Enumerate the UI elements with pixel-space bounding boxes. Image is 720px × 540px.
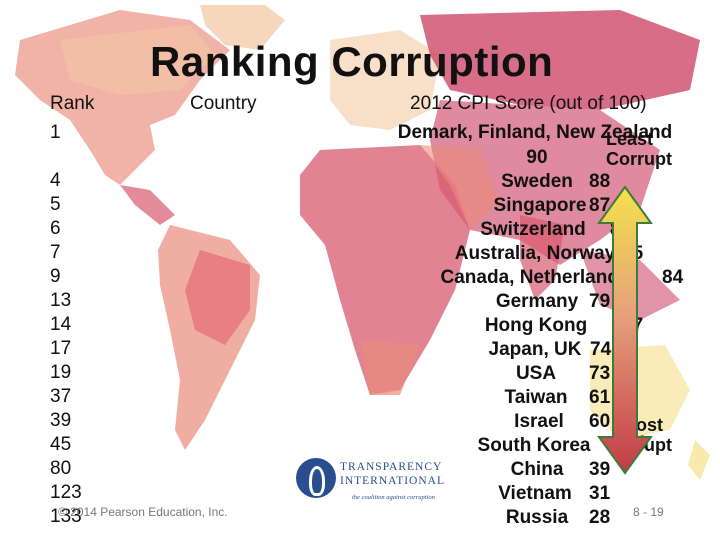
logo-text: TRANSPARENCY INTERNATIONAL bbox=[340, 460, 445, 488]
rank-value: 39 bbox=[50, 410, 72, 431]
map-brazil bbox=[185, 250, 250, 345]
rank-value: 13 bbox=[50, 290, 72, 311]
rank-value: 17 bbox=[50, 338, 72, 359]
country-entry: Vietnam bbox=[498, 483, 572, 504]
slide-number: 8 - 19 bbox=[633, 505, 664, 519]
country-entry: China bbox=[510, 459, 564, 480]
score-value: 60 bbox=[589, 411, 611, 432]
score-value: 31 bbox=[589, 483, 611, 504]
score-value: 28 bbox=[589, 507, 611, 528]
map-india bbox=[520, 215, 565, 300]
rank-value: 6 bbox=[50, 218, 61, 239]
country-entry: Japan, UK bbox=[488, 339, 582, 360]
rank-value: 5 bbox=[50, 194, 61, 215]
map-africa bbox=[300, 145, 470, 395]
rank-value: 9 bbox=[50, 266, 61, 287]
country-entry: Hong Kong bbox=[484, 315, 588, 336]
country-entry: Canada, Netherlands bbox=[440, 267, 630, 288]
score-value: 74 bbox=[590, 339, 612, 360]
rank-value: 123 bbox=[50, 482, 82, 503]
logo-tagline: the coalition against corruption bbox=[352, 494, 435, 501]
score-value: 88 bbox=[589, 171, 611, 192]
rank-value: 7 bbox=[50, 242, 61, 263]
map-greenland bbox=[200, 5, 285, 50]
slide-title: Ranking Corruption bbox=[150, 38, 554, 85]
country-entry: Demark, Finland, New Zealand bbox=[397, 122, 673, 143]
map-europe bbox=[330, 30, 440, 130]
map-central-america bbox=[120, 185, 175, 225]
map-canada bbox=[60, 25, 215, 95]
score-value: 61 bbox=[589, 387, 611, 408]
rank-value: 80 bbox=[50, 458, 72, 479]
logo-line-2: INTERNATIONAL bbox=[340, 475, 445, 487]
map-south-africa bbox=[360, 340, 420, 395]
map-middle-east bbox=[420, 145, 500, 230]
country-entry: Australia, Norway bbox=[454, 243, 616, 264]
country-entry: 90 bbox=[526, 147, 548, 168]
country-entry: Germany bbox=[495, 291, 579, 312]
country-entry: Singapore bbox=[493, 195, 587, 216]
rank-value: 4 bbox=[50, 170, 61, 191]
logo-circle bbox=[296, 458, 336, 498]
rank-value: 14 bbox=[50, 314, 72, 335]
score-value: 84 bbox=[662, 267, 684, 288]
score-value: 73 bbox=[589, 363, 611, 384]
rank-value: 19 bbox=[50, 362, 72, 383]
transparency-international-logo-icon: TRANSPARENCY INTERNATIONAL the coalition… bbox=[296, 456, 456, 516]
country-header: Country bbox=[190, 93, 257, 114]
rank-header: Rank bbox=[50, 93, 95, 114]
least-corrupt-label-2: Corrupt bbox=[606, 149, 672, 169]
copyright: © 2014 Pearson Education, Inc. bbox=[58, 505, 228, 519]
score-value: 39 bbox=[589, 459, 611, 480]
rank-value: 37 bbox=[50, 386, 72, 407]
least-corrupt-label-1: Least bbox=[606, 129, 654, 149]
map-russia bbox=[420, 10, 700, 110]
score-value: 87 bbox=[589, 195, 611, 216]
score-header: 2012 CPI Score (out of 100) bbox=[410, 93, 647, 114]
rank-value: 1 bbox=[50, 122, 61, 143]
score-value: 79 bbox=[589, 291, 611, 312]
country-entry: Russia bbox=[505, 507, 569, 528]
map-new-zealand bbox=[688, 440, 710, 480]
country-entry: Taiwan bbox=[504, 387, 568, 408]
rank-value: 133 bbox=[50, 506, 82, 527]
country-entry: Sweden bbox=[501, 171, 573, 192]
country-entry: Israel bbox=[514, 411, 564, 432]
rank-value: 45 bbox=[50, 434, 72, 455]
country-entry: South Korea bbox=[477, 435, 591, 456]
logo-line-1: TRANSPARENCY bbox=[340, 461, 443, 473]
double-headed-arrow-icon bbox=[597, 185, 653, 475]
country-entry: USA bbox=[515, 363, 557, 384]
country-entry: Switzerland bbox=[480, 219, 586, 240]
